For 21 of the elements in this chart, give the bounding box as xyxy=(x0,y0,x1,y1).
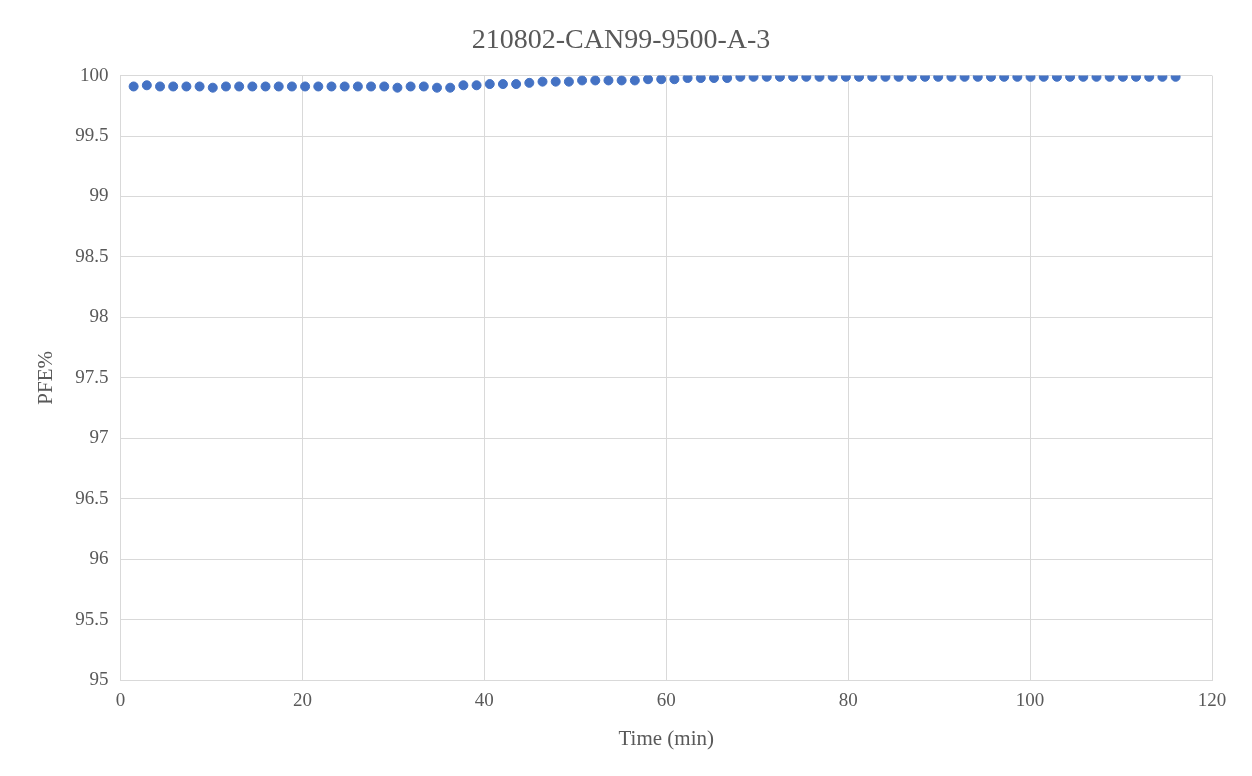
x-tick-label: 60 xyxy=(656,689,676,711)
y-tick-label: 100 xyxy=(79,63,109,85)
y-tick-label: 98 xyxy=(89,305,109,327)
y-tick-label: 99.5 xyxy=(75,124,109,146)
y-axis-title: PFE% xyxy=(33,350,58,405)
y-tick-label: 95 xyxy=(89,667,109,689)
x-tick-label: 20 xyxy=(292,689,312,711)
y-tick-label: 96.5 xyxy=(75,486,109,508)
x-axis-title: Time (min) xyxy=(618,725,714,750)
x-tick-label: 120 xyxy=(1197,689,1227,711)
y-tick-label: 98.5 xyxy=(75,244,109,266)
y-tick-label: 97.5 xyxy=(75,365,109,387)
x-tick-label: 100 xyxy=(1015,689,1045,711)
y-tick-label: 97 xyxy=(89,426,109,448)
chart-title: 210802-CAN99-9500-A-3 xyxy=(471,23,771,55)
y-tick-label: 95.5 xyxy=(75,607,109,629)
y-tick-label: 99 xyxy=(89,184,109,206)
y-tick-label: 96 xyxy=(89,547,109,569)
x-tick-label: 0 xyxy=(115,689,126,711)
x-tick-label: 40 xyxy=(474,689,494,711)
x-tick-label: 80 xyxy=(838,689,858,711)
